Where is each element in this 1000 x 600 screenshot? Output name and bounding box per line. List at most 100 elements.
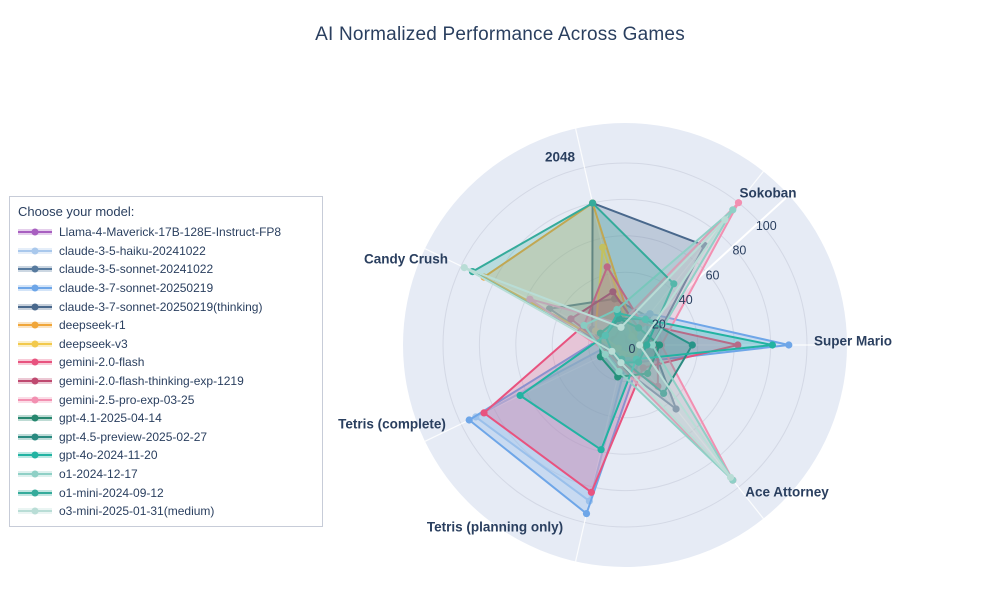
- series-marker: [641, 315, 650, 323]
- legend-item-label: gpt-4.1-2025-04-14: [59, 411, 162, 426]
- series-marker: [734, 341, 742, 349]
- series-marker: [734, 199, 743, 207]
- series-marker: [601, 350, 609, 359]
- radial-tick-label: 40: [679, 293, 693, 307]
- legend-swatch: [18, 358, 52, 366]
- legend-swatch: [18, 489, 52, 497]
- series-polygon[interactable]: [583, 208, 734, 482]
- legend-swatch: [18, 247, 52, 255]
- legend-swatch: [18, 433, 52, 441]
- radial-tick-label: 60: [706, 268, 720, 282]
- legend-item-label: claude-3-5-haiku-20241022: [59, 243, 206, 258]
- axis-label-tetris-complete: Tetris (complete): [338, 417, 446, 432]
- series-marker: [648, 341, 656, 349]
- series-marker: [609, 288, 617, 296]
- legend-item[interactable]: deepseek-r1: [18, 316, 314, 335]
- legend-item[interactable]: o1-mini-2024-09-12: [18, 483, 314, 502]
- radial-axis-line: [624, 191, 793, 346]
- legend-swatch: [18, 321, 52, 329]
- series-marker: [635, 358, 643, 366]
- series-marker: [729, 206, 737, 214]
- series-marker: [688, 341, 696, 349]
- series-marker: [656, 341, 664, 349]
- legend-item-label: deepseek-r1: [59, 318, 126, 333]
- series-marker: [628, 341, 636, 349]
- angular-gridline: [575, 344, 626, 562]
- legend-swatch: [18, 414, 52, 422]
- radial-tick-label: 80: [732, 244, 746, 258]
- series-marker: [603, 263, 611, 271]
- series-marker: [635, 324, 643, 332]
- legend-swatch: [18, 377, 52, 385]
- series-marker: [615, 368, 623, 376]
- legend-item[interactable]: claude-3-7-sonnet-20250219: [18, 279, 314, 298]
- series-marker: [627, 348, 635, 356]
- legend-item[interactable]: claude-3-5-haiku-20241022: [18, 242, 314, 261]
- legend-item-label: Llama-4-Maverick-17B-128E-Instruct-FP8: [59, 225, 282, 240]
- series-marker: [643, 341, 651, 349]
- legend-item[interactable]: Llama-4-Maverick-17B-128E-Instruct-FP8: [18, 223, 314, 242]
- legend-item[interactable]: claude-3-7-sonnet-20250219(thinking): [18, 297, 314, 316]
- legend-item[interactable]: o3-mini-2025-01-31(medium): [18, 502, 314, 521]
- legend-swatch: [18, 340, 52, 348]
- legend-item[interactable]: claude-3-5-sonnet-20241022: [18, 260, 314, 279]
- legend-item-label: claude-3-5-sonnet-20241022: [59, 262, 214, 277]
- legend-item-label: deepseek-v3: [59, 336, 128, 351]
- series-marker: [601, 331, 609, 340]
- series-marker: [613, 337, 621, 345]
- series-marker: [582, 509, 591, 518]
- series-marker: [636, 341, 644, 349]
- series-marker: [614, 344, 623, 352]
- chart-title: AI Normalized Performance Across Games: [315, 24, 685, 45]
- axis-label-ace-attorney: Ace Attorney: [745, 485, 829, 500]
- legend-item-label: claude-3-7-sonnet-20250219(thinking): [59, 299, 263, 314]
- legend-item[interactable]: gemini-2.0-flash: [18, 353, 314, 372]
- legend-item[interactable]: gpt-4.5-preview-2025-02-27: [18, 428, 314, 447]
- model-legend: Choose your model: Llama-4-Maverick-17B-…: [9, 196, 323, 527]
- legend-item-label: gemini-2.0-flash: [59, 355, 145, 370]
- series-marker: [785, 341, 793, 349]
- legend-item[interactable]: gpt-4o-2024-11-20: [18, 446, 314, 465]
- axis-label-2048: 2048: [545, 150, 576, 165]
- series-marker: [672, 405, 680, 413]
- legend-swatch: [18, 284, 52, 292]
- series-polygon[interactable]: [483, 265, 739, 494]
- series-marker: [608, 347, 616, 355]
- series-polygon[interactable]: [519, 312, 774, 451]
- series-polygon[interactable]: [463, 218, 732, 479]
- series-marker: [617, 359, 625, 367]
- series-polygon[interactable]: [468, 312, 790, 515]
- legend-item-label: o1-2024-12-17: [59, 467, 138, 482]
- series-marker: [644, 369, 652, 378]
- series-marker: [726, 473, 735, 481]
- legend-item-label: o1-mini-2024-09-12: [59, 485, 164, 500]
- legend-swatch: [18, 228, 52, 236]
- series-marker: [480, 409, 488, 417]
- legend-item-label: claude-3-7-sonnet-20250219: [59, 281, 214, 296]
- legend-swatch: [18, 265, 52, 273]
- legend-item-label: o3-mini-2025-01-31(medium): [59, 504, 215, 519]
- series-marker: [460, 264, 468, 272]
- legend-item-label: gemini-2.5-pro-exp-03-25: [59, 392, 195, 407]
- series-marker: [646, 310, 654, 318]
- series-marker: [516, 391, 524, 400]
- legend-item[interactable]: gpt-4.1-2025-04-14: [18, 409, 314, 428]
- legend-item[interactable]: deepseek-v3: [18, 335, 314, 354]
- legend-item[interactable]: gemini-2.5-pro-exp-03-25: [18, 390, 314, 409]
- series-marker: [670, 280, 678, 288]
- legend-title: Choose your model:: [18, 204, 135, 219]
- legend-item[interactable]: o1-2024-12-17: [18, 465, 314, 484]
- series-marker: [599, 243, 607, 251]
- legend-swatch: [18, 470, 52, 478]
- series-marker: [597, 446, 605, 454]
- axis-label-candy-crush: Candy Crush: [364, 252, 448, 267]
- series-marker: [768, 341, 777, 349]
- legend-item[interactable]: gemini-2.0-flash-thinking-exp-1219: [18, 372, 314, 391]
- series-marker: [589, 199, 597, 207]
- series-marker: [580, 321, 588, 329]
- radial-tick-label: 0: [629, 342, 636, 356]
- series-marker: [628, 332, 636, 341]
- series-marker: [526, 295, 534, 303]
